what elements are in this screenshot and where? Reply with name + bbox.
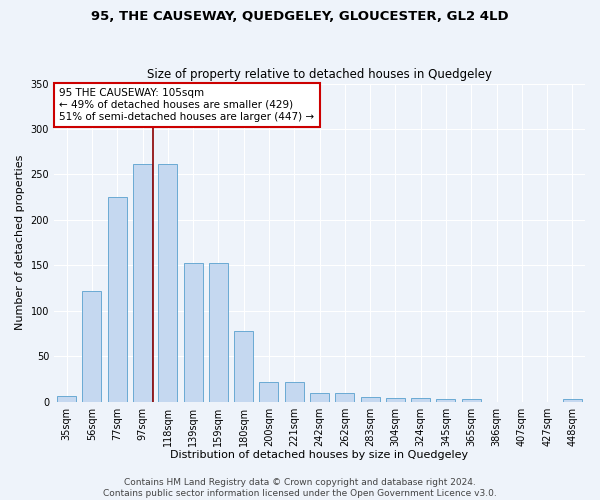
X-axis label: Distribution of detached houses by size in Quedgeley: Distribution of detached houses by size … bbox=[170, 450, 469, 460]
Bar bbox=[259, 382, 278, 402]
Text: 95 THE CAUSEWAY: 105sqm
← 49% of detached houses are smaller (429)
51% of semi-d: 95 THE CAUSEWAY: 105sqm ← 49% of detache… bbox=[59, 88, 314, 122]
Bar bbox=[462, 399, 481, 402]
Bar bbox=[411, 398, 430, 402]
Bar bbox=[234, 330, 253, 402]
Y-axis label: Number of detached properties: Number of detached properties bbox=[15, 155, 25, 330]
Bar bbox=[209, 262, 228, 402]
Bar bbox=[310, 394, 329, 402]
Bar bbox=[285, 382, 304, 402]
Text: 95, THE CAUSEWAY, QUEDGELEY, GLOUCESTER, GL2 4LD: 95, THE CAUSEWAY, QUEDGELEY, GLOUCESTER,… bbox=[91, 10, 509, 23]
Bar bbox=[436, 399, 455, 402]
Bar bbox=[386, 398, 405, 402]
Title: Size of property relative to detached houses in Quedgeley: Size of property relative to detached ho… bbox=[147, 68, 492, 81]
Bar bbox=[158, 164, 177, 402]
Bar bbox=[361, 397, 380, 402]
Bar bbox=[82, 290, 101, 402]
Bar bbox=[184, 262, 203, 402]
Bar bbox=[57, 396, 76, 402]
Bar bbox=[108, 197, 127, 402]
Bar bbox=[133, 164, 152, 402]
Bar bbox=[563, 399, 582, 402]
Bar bbox=[335, 394, 354, 402]
Text: Contains HM Land Registry data © Crown copyright and database right 2024.
Contai: Contains HM Land Registry data © Crown c… bbox=[103, 478, 497, 498]
